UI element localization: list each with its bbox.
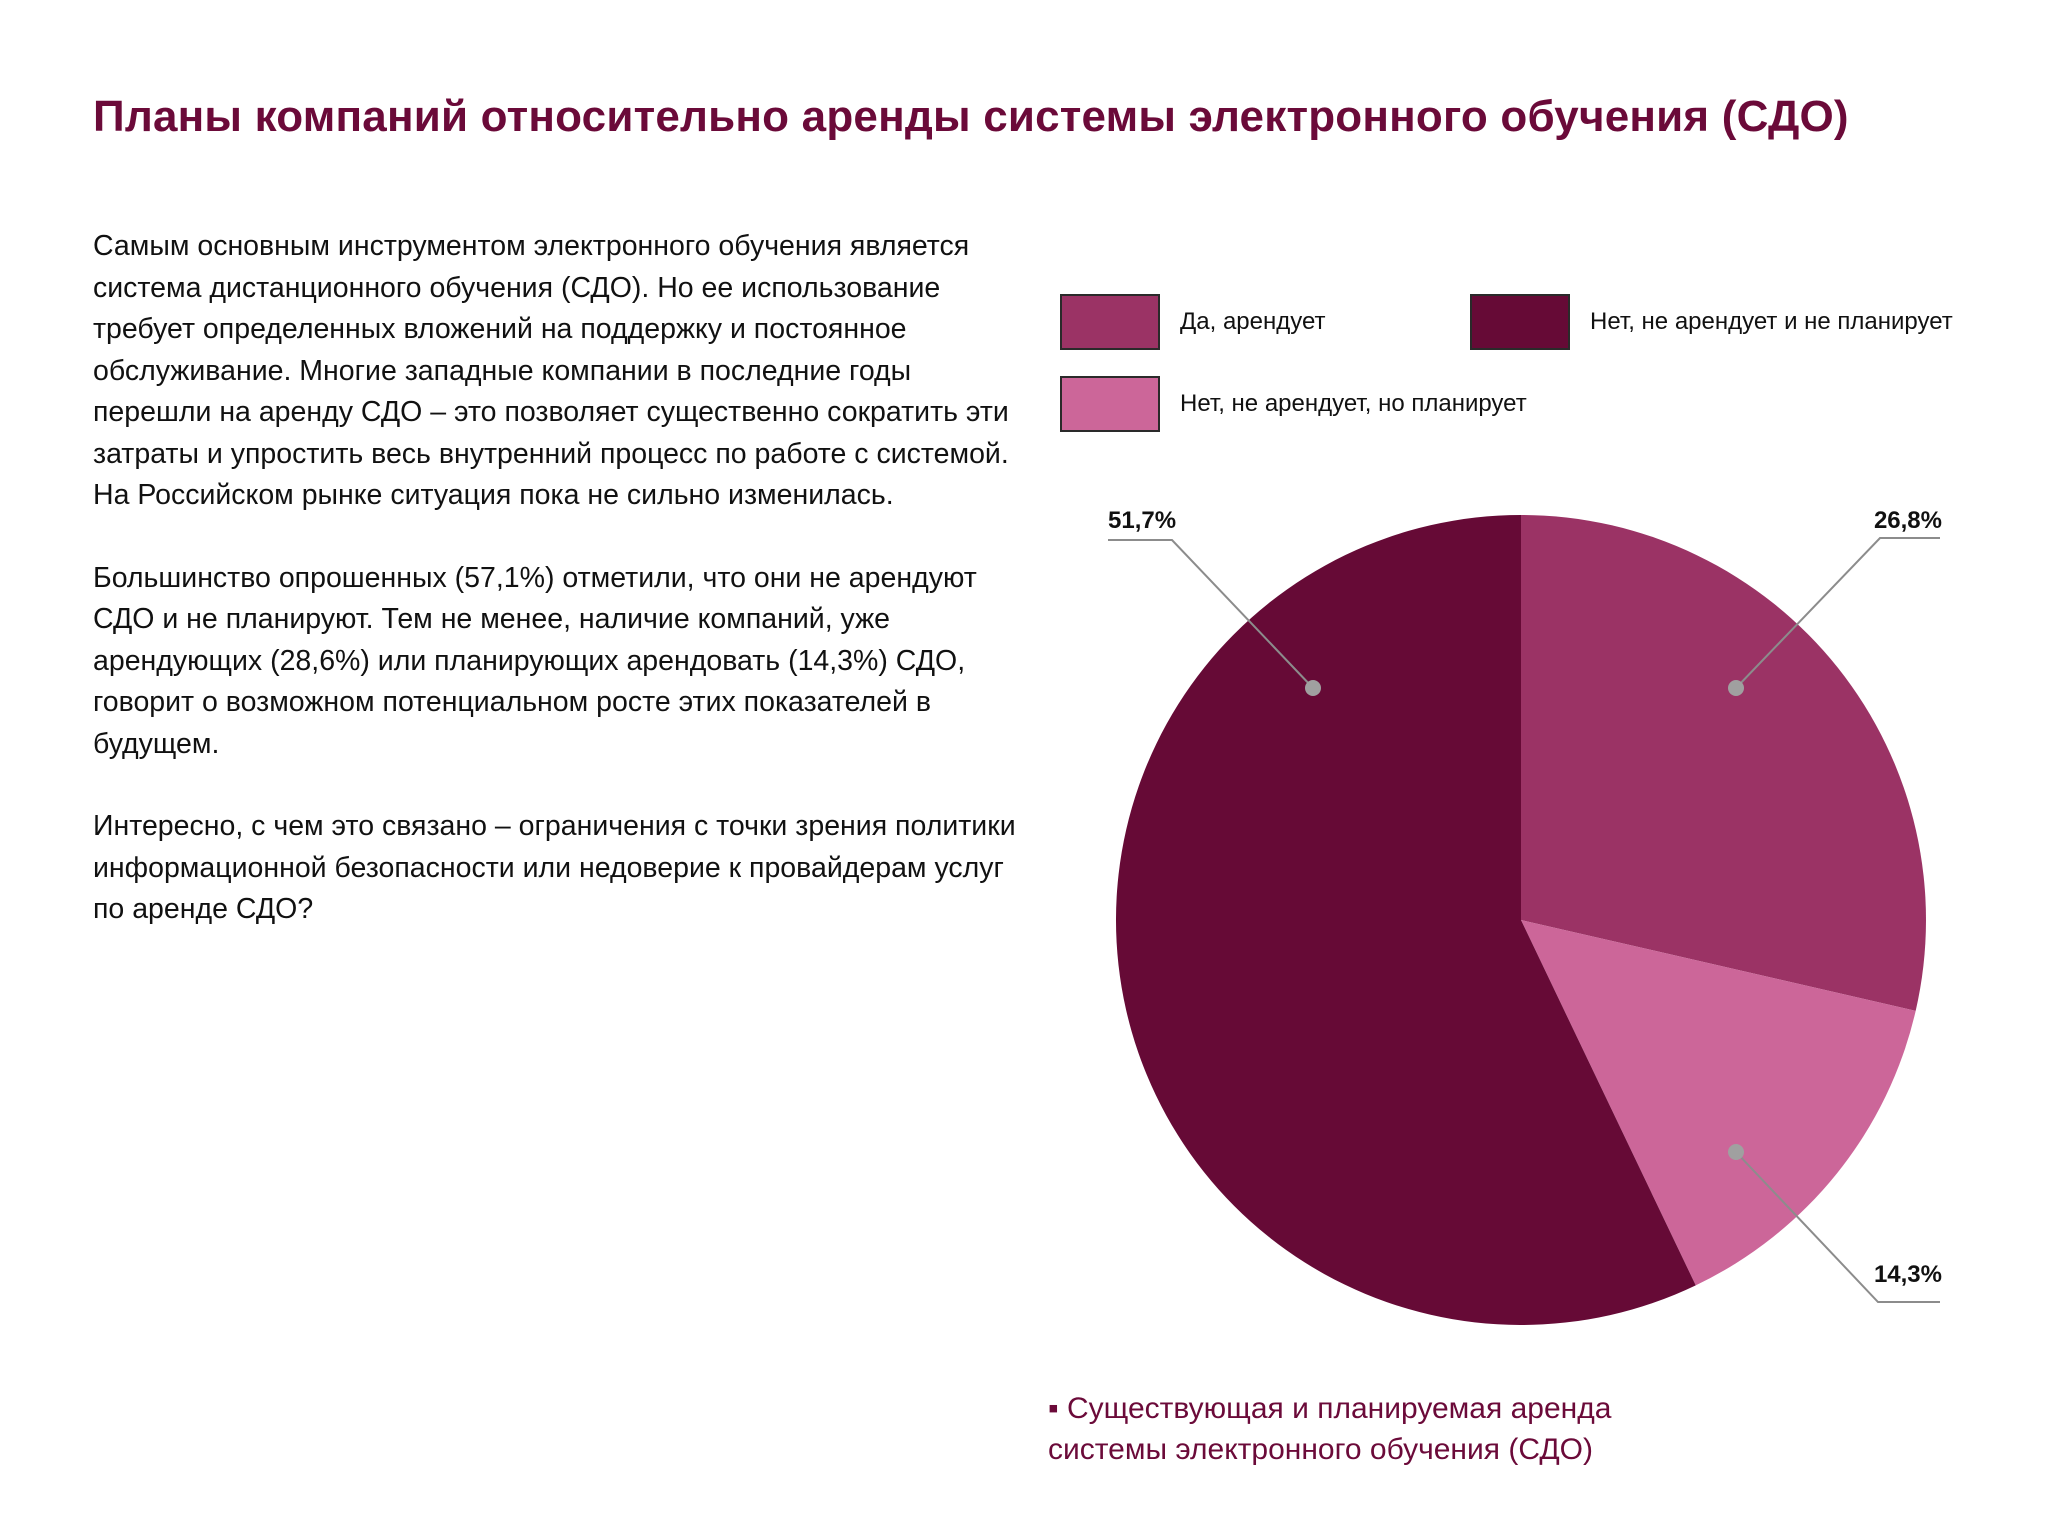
caption-line-2: системы электронного обучения (СДО) [1048,1433,1593,1466]
paragraph-question: Интересно, с чем это связано – ограничен… [93,810,1016,925]
leader-line-not-planning [1108,539,1314,689]
data-label-not-planning: 51,7% [1108,507,1176,534]
legend-item-rents: Да, арендует [1060,294,1326,350]
legend-swatch-not-planning [1470,294,1570,350]
legend-swatch-rents [1060,294,1160,350]
paragraph-survey-results: Большинство опрошенных (57,1%) отметили,… [93,561,977,760]
leader-dot-not-planning [1305,680,1321,696]
chart-caption: ▪ Существующая и планируемая аренда сист… [1048,1388,1748,1470]
data-label-rents: 26,8% [1874,507,1942,534]
leader-line-planning [1735,1151,1940,1303]
page-title: Планы компаний относительно аренды систе… [93,92,1849,141]
leader-line-rents [1735,537,1940,689]
legend-swatch-planning [1060,376,1160,432]
pie-slice-rents [1521,515,1926,1011]
caption-line-1: ▪ Существующая и планируемая аренда [1048,1392,1612,1425]
legend-item-planning: Нет, не арендует, но планирует [1060,376,1527,432]
body-text: Самым основным инструментом электронного… [93,226,1023,972]
data-label-planning: 14,3% [1874,1261,1942,1288]
legend-label-rents: Да, арендует [1180,308,1326,335]
legend-label-planning: Нет, не арендует, но планирует [1180,390,1527,417]
leader-dot-rents [1728,680,1744,696]
pie-slice-planning [1521,920,1916,1286]
pie-slice-not-planning [1115,514,1696,1325]
leader-dot-planning [1728,1144,1744,1160]
paragraph-intro: Самым основным инструментом электронного… [93,230,1009,511]
legend-item-not-planning: Нет, не арендует и не планирует [1470,294,1953,350]
legend-label-not-planning: Нет, не арендует и не планирует [1590,308,1953,335]
